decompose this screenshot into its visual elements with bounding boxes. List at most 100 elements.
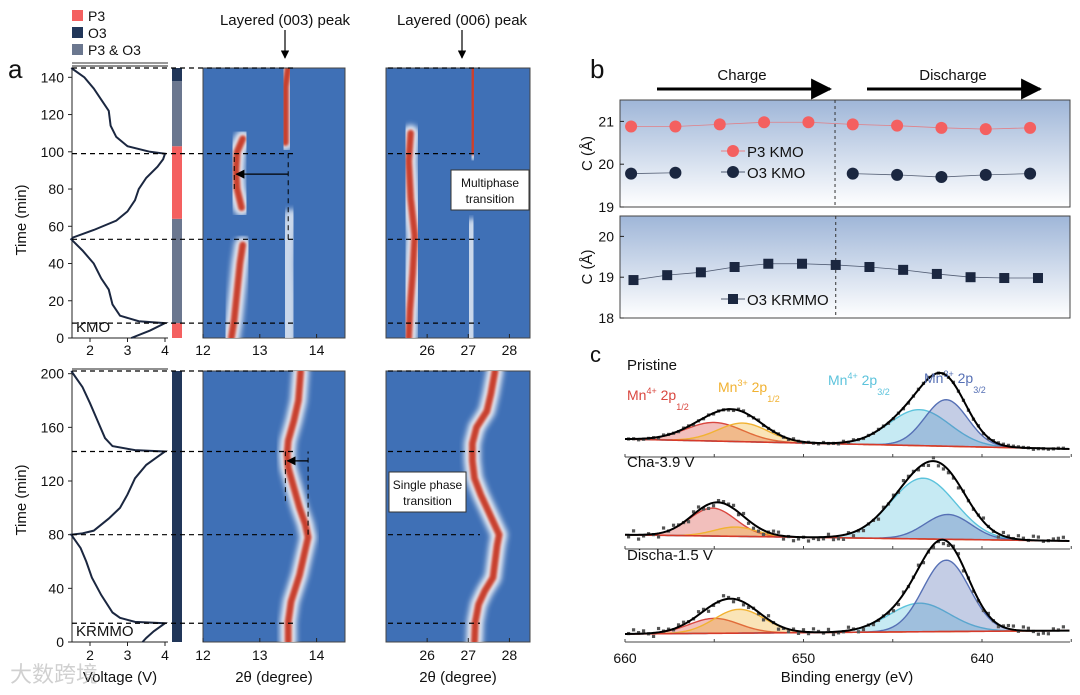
heatmap-ridges (400, 68, 482, 338)
y-tick-label: 160 (41, 419, 65, 435)
xps-data-point (721, 500, 726, 504)
legend-swatch-p3 (72, 10, 83, 21)
y-tick-label: 100 (41, 144, 65, 160)
xps-data-point (636, 537, 641, 541)
xps-data-point (741, 409, 746, 413)
xps-data-point (656, 535, 661, 539)
xps-data-point (831, 632, 836, 637)
xps-data-point (916, 563, 921, 567)
xps-data-point (896, 602, 901, 607)
data-point-p3-kmo (713, 118, 726, 131)
xps-tick-label: 660 (613, 650, 637, 666)
data-point-p3-kmo (891, 119, 904, 132)
y-tick-label: 21 (598, 113, 614, 129)
xps-data-point (1061, 625, 1065, 629)
legend-marker (728, 294, 738, 304)
xps-data-point (656, 626, 661, 631)
xps-data-point (861, 529, 866, 533)
label-part: 4+ (646, 386, 656, 396)
xps-data-point (901, 479, 906, 483)
data-point-o3-krmmo (695, 267, 706, 278)
voltage-tick-label: 3 (124, 342, 132, 358)
xps-data-point (626, 535, 631, 539)
xps-data-point (906, 474, 911, 478)
xps-data-point (776, 627, 781, 631)
xps-data-point (736, 596, 741, 601)
xps-data-point (696, 505, 701, 509)
y-tick-label: 19 (598, 199, 614, 215)
xps-data-point (931, 545, 936, 549)
panel-letter-b: b (590, 54, 604, 84)
phase-bar-segment-mixed (172, 81, 182, 147)
xps-data-point (726, 502, 731, 506)
phase-bar-segment-o3 (172, 371, 182, 642)
xps-data-point (746, 521, 751, 525)
xps-data-point (741, 511, 746, 516)
xps-data-point (791, 437, 796, 441)
xps-data-point (1031, 534, 1036, 538)
sample-label-kmo: KMO (76, 319, 110, 336)
xps-data-point (676, 623, 681, 627)
data-point-p3-kmo (846, 118, 859, 131)
data-point-p3-kmo (625, 120, 638, 133)
data-point-o3-krmmo (797, 258, 808, 269)
data-point-o3-kmo (625, 167, 638, 180)
y-tick-label: 0 (56, 634, 64, 650)
sample-label-krmmo: KRMMO (76, 623, 134, 640)
ridge-peak (405, 129, 419, 338)
data-point-p3-kmo (1024, 121, 1037, 134)
legend-swatch-mixed (72, 44, 83, 55)
xps-data-point (756, 529, 761, 533)
label-part: 2p (657, 387, 677, 403)
label-part: Mn (718, 379, 737, 395)
voltage-tick-label: 2 (86, 342, 94, 358)
heatmap-ridges (464, 371, 508, 642)
theta-tick-label: 14 (309, 342, 325, 358)
data-point-o3-krmmo (965, 272, 976, 283)
xps-data-point (941, 467, 946, 471)
xps-data-point (796, 537, 801, 541)
series-line-p3-kmo (631, 121, 1031, 130)
voltage-curve-krmmo (69, 370, 168, 643)
theta-tick-label: 27 (460, 647, 476, 663)
xps-data-point (631, 628, 636, 632)
xps-data-point (831, 538, 836, 542)
xps-data-point (716, 498, 721, 503)
lattice-plot-1 (619, 215, 1071, 319)
voltage-tick-label: 4 (161, 342, 169, 358)
legend-label-p3-kmo: P3 KMO (747, 144, 804, 161)
legend-label-mixed: P3 & O3 (88, 42, 141, 58)
y-tick-label: 20 (48, 293, 64, 309)
heatmap-ridges (279, 371, 317, 642)
discharge-label: Discharge (919, 67, 987, 84)
xps-data-point (1031, 447, 1036, 451)
data-point-o3-krmmo (898, 264, 909, 275)
annotation-text: transition (466, 192, 515, 206)
xps-data-point (1011, 624, 1016, 628)
watermark: 大数跨境 (10, 662, 98, 687)
xps-data-point (736, 513, 741, 517)
xps-data-point (781, 537, 786, 541)
xps-data-point (1006, 443, 1011, 447)
data-point-o3-krmmo (864, 262, 875, 272)
label-part: 3/2 (973, 385, 986, 395)
xps-data-point (926, 463, 931, 468)
xps-data-point (1021, 625, 1026, 629)
xps-data-point (696, 610, 701, 614)
y-axis-title-top: Time (min) (13, 184, 30, 255)
xps-data-point (981, 516, 986, 520)
xps-data-point (701, 507, 706, 511)
label-part: Mn (627, 387, 646, 403)
xps-data-point (731, 408, 736, 413)
xps-data-point (661, 526, 666, 530)
xps-background (624, 534, 1070, 542)
xps-data-point (711, 504, 716, 508)
data-point-o3-kmo (979, 168, 992, 181)
legend-label-o3-kmo: O3 KMO (747, 165, 805, 182)
charge-label: Charge (717, 67, 766, 84)
y-tick-label: 80 (48, 181, 64, 197)
xps-data-point (886, 611, 891, 615)
data-point-o3-krmmo (763, 258, 774, 269)
y-axis-title-bottom: Time (min) (13, 464, 30, 535)
